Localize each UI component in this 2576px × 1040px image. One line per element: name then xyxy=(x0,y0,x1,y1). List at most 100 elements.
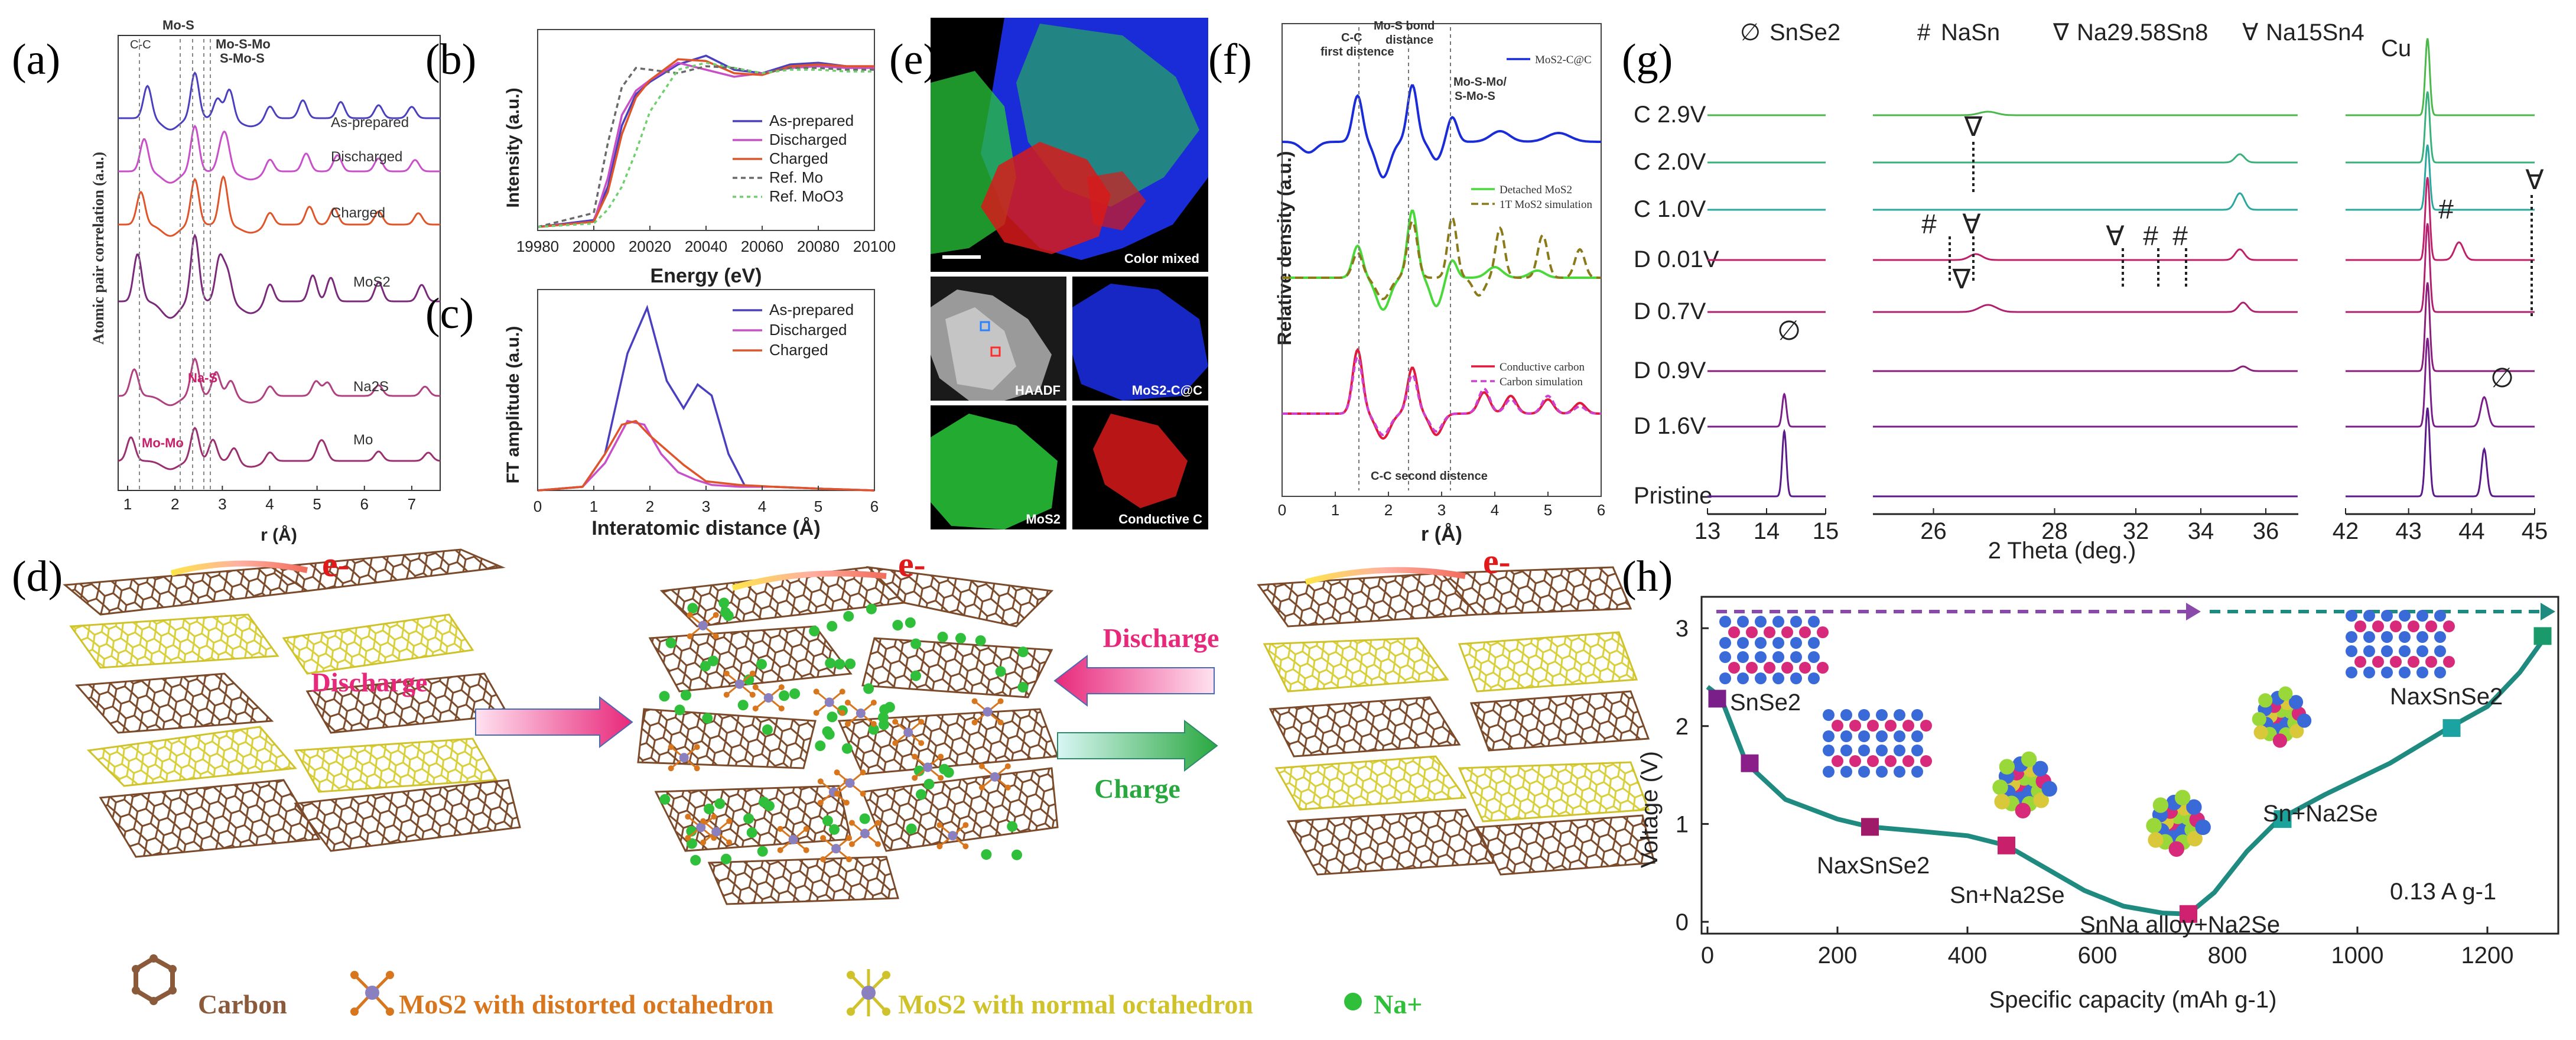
panel-c-legend: As-prepared Discharged Charged xyxy=(733,301,854,359)
h-label-naxsnse2-right: NaxSnSe2 xyxy=(2390,684,2503,710)
s-atom xyxy=(803,826,809,832)
se-atom xyxy=(1808,672,1820,684)
h-ytick-label: 3 xyxy=(1676,616,1689,642)
g-phase-marker: # xyxy=(2172,220,2188,251)
mos2-distorted-unit xyxy=(971,698,1004,726)
g-phase-marker: ∇ xyxy=(1964,111,1983,142)
s-atom xyxy=(962,822,969,828)
eds-conductive-c-tile: Conductive C xyxy=(1072,405,1208,529)
na-ion xyxy=(737,700,749,711)
se-atom xyxy=(1823,709,1835,721)
s-atom xyxy=(978,784,985,791)
se-atom xyxy=(1808,651,1820,663)
curve-1t-mos2-sim xyxy=(1282,215,1601,301)
mo-atom xyxy=(763,693,773,703)
series-discharge xyxy=(1706,685,2189,916)
sn-atom xyxy=(1817,626,1829,638)
sn-atom xyxy=(1832,720,1843,732)
atom xyxy=(2174,789,2191,806)
se-atom xyxy=(2399,610,2411,622)
a-xtick-label: 5 xyxy=(313,495,321,513)
se-atom xyxy=(1894,745,1905,756)
s-atom xyxy=(752,684,759,690)
mos2-distorted-unit xyxy=(936,822,969,850)
sn-atom xyxy=(2390,656,2402,668)
panel-c-curves xyxy=(537,304,875,492)
se-atom xyxy=(1719,651,1731,663)
s-atom xyxy=(813,710,819,716)
mos2-distorted-unit xyxy=(777,826,809,853)
s-atom xyxy=(892,740,899,746)
sn-atom xyxy=(1746,626,1758,638)
legend-na: Na+ xyxy=(1374,989,1422,1019)
g-phase-marker: ∀ xyxy=(1962,209,1981,239)
sn-atom xyxy=(2354,656,2366,668)
legend-label: As-prepared xyxy=(769,112,854,129)
na-ion xyxy=(718,597,730,609)
se-atom xyxy=(1737,651,1749,663)
mo-atom xyxy=(679,753,689,763)
f-bottom-label: C-C second distence xyxy=(1371,470,1488,483)
s-atom xyxy=(874,841,881,847)
f-xtick-label: 4 xyxy=(1491,501,1499,519)
legend-label: Discharged xyxy=(769,131,847,148)
mos2-distorted-unit xyxy=(820,835,853,863)
se-atom xyxy=(1894,709,1905,721)
na-ion xyxy=(708,655,718,667)
s-atom xyxy=(778,705,785,711)
panel-f-xticks: 0 1 2 3 4 5 6 xyxy=(1278,492,1605,519)
na-ion xyxy=(829,824,840,835)
xtick-label: 5 xyxy=(814,498,822,515)
s-atom xyxy=(936,843,943,850)
se-atom xyxy=(1772,637,1784,649)
s-atom xyxy=(848,820,855,826)
g-legend-name-2: Na29.58Sn8 xyxy=(2077,20,2208,46)
se-atom xyxy=(1858,766,1870,778)
mos2-normal-icon xyxy=(847,969,890,1016)
a-xtick-label: 4 xyxy=(265,495,274,513)
s-atom xyxy=(997,719,1004,726)
na-ion xyxy=(815,740,826,752)
na-ion xyxy=(955,633,966,644)
panel-a-curves xyxy=(118,71,441,470)
s-atom xyxy=(997,698,1004,704)
sn-atom xyxy=(2408,656,2419,668)
se-atom xyxy=(1755,616,1767,628)
na-ion xyxy=(702,713,713,724)
g-trace xyxy=(2103,248,2298,261)
se-atom xyxy=(2363,631,2375,643)
xtick-label: 19980 xyxy=(516,238,559,255)
g-row-label: C 2.0V xyxy=(1634,149,1706,175)
discharge-arrow-right: Discharge xyxy=(311,667,633,749)
na-ion xyxy=(975,635,986,646)
curve-mo xyxy=(118,427,441,470)
legend-label: Charged xyxy=(769,150,828,167)
g-trace xyxy=(2346,144,2535,211)
s-atom xyxy=(860,769,866,776)
s-atom xyxy=(817,800,824,806)
sn-atom xyxy=(1781,626,1793,638)
se-atom xyxy=(1755,672,1767,684)
legend-label: Ref. Mo xyxy=(769,168,823,186)
s-atom xyxy=(687,633,693,639)
h-ytick-label: 2 xyxy=(1676,714,1689,740)
na-ion xyxy=(892,620,903,630)
g-trace xyxy=(2103,301,2298,313)
se-atom xyxy=(2381,645,2393,657)
g-row-label: C 1.0V xyxy=(1634,196,1706,222)
na-ion-icon xyxy=(1344,993,1362,1010)
xtick-label: 20020 xyxy=(629,238,671,255)
legend-label: Charged xyxy=(769,341,828,359)
panel-f-legend: MoS2-C@C Detached MoS2 1T MoS2 simulation C… xyxy=(1471,54,1592,388)
g-trace xyxy=(2103,192,2298,211)
na-ion xyxy=(714,798,726,809)
na-ion xyxy=(905,617,916,628)
g-segment: 42 43 44 45 xyxy=(2333,38,2548,544)
s-atom xyxy=(694,744,700,750)
g-row-label: D 1.6V xyxy=(1634,413,1706,439)
f-legend-label: Carbon simulation xyxy=(1500,376,1583,388)
se-atom xyxy=(2416,645,2428,657)
na-ion xyxy=(1017,646,1029,658)
a-xtick-label: 1 xyxy=(123,495,132,513)
se-atom xyxy=(2434,645,2446,657)
